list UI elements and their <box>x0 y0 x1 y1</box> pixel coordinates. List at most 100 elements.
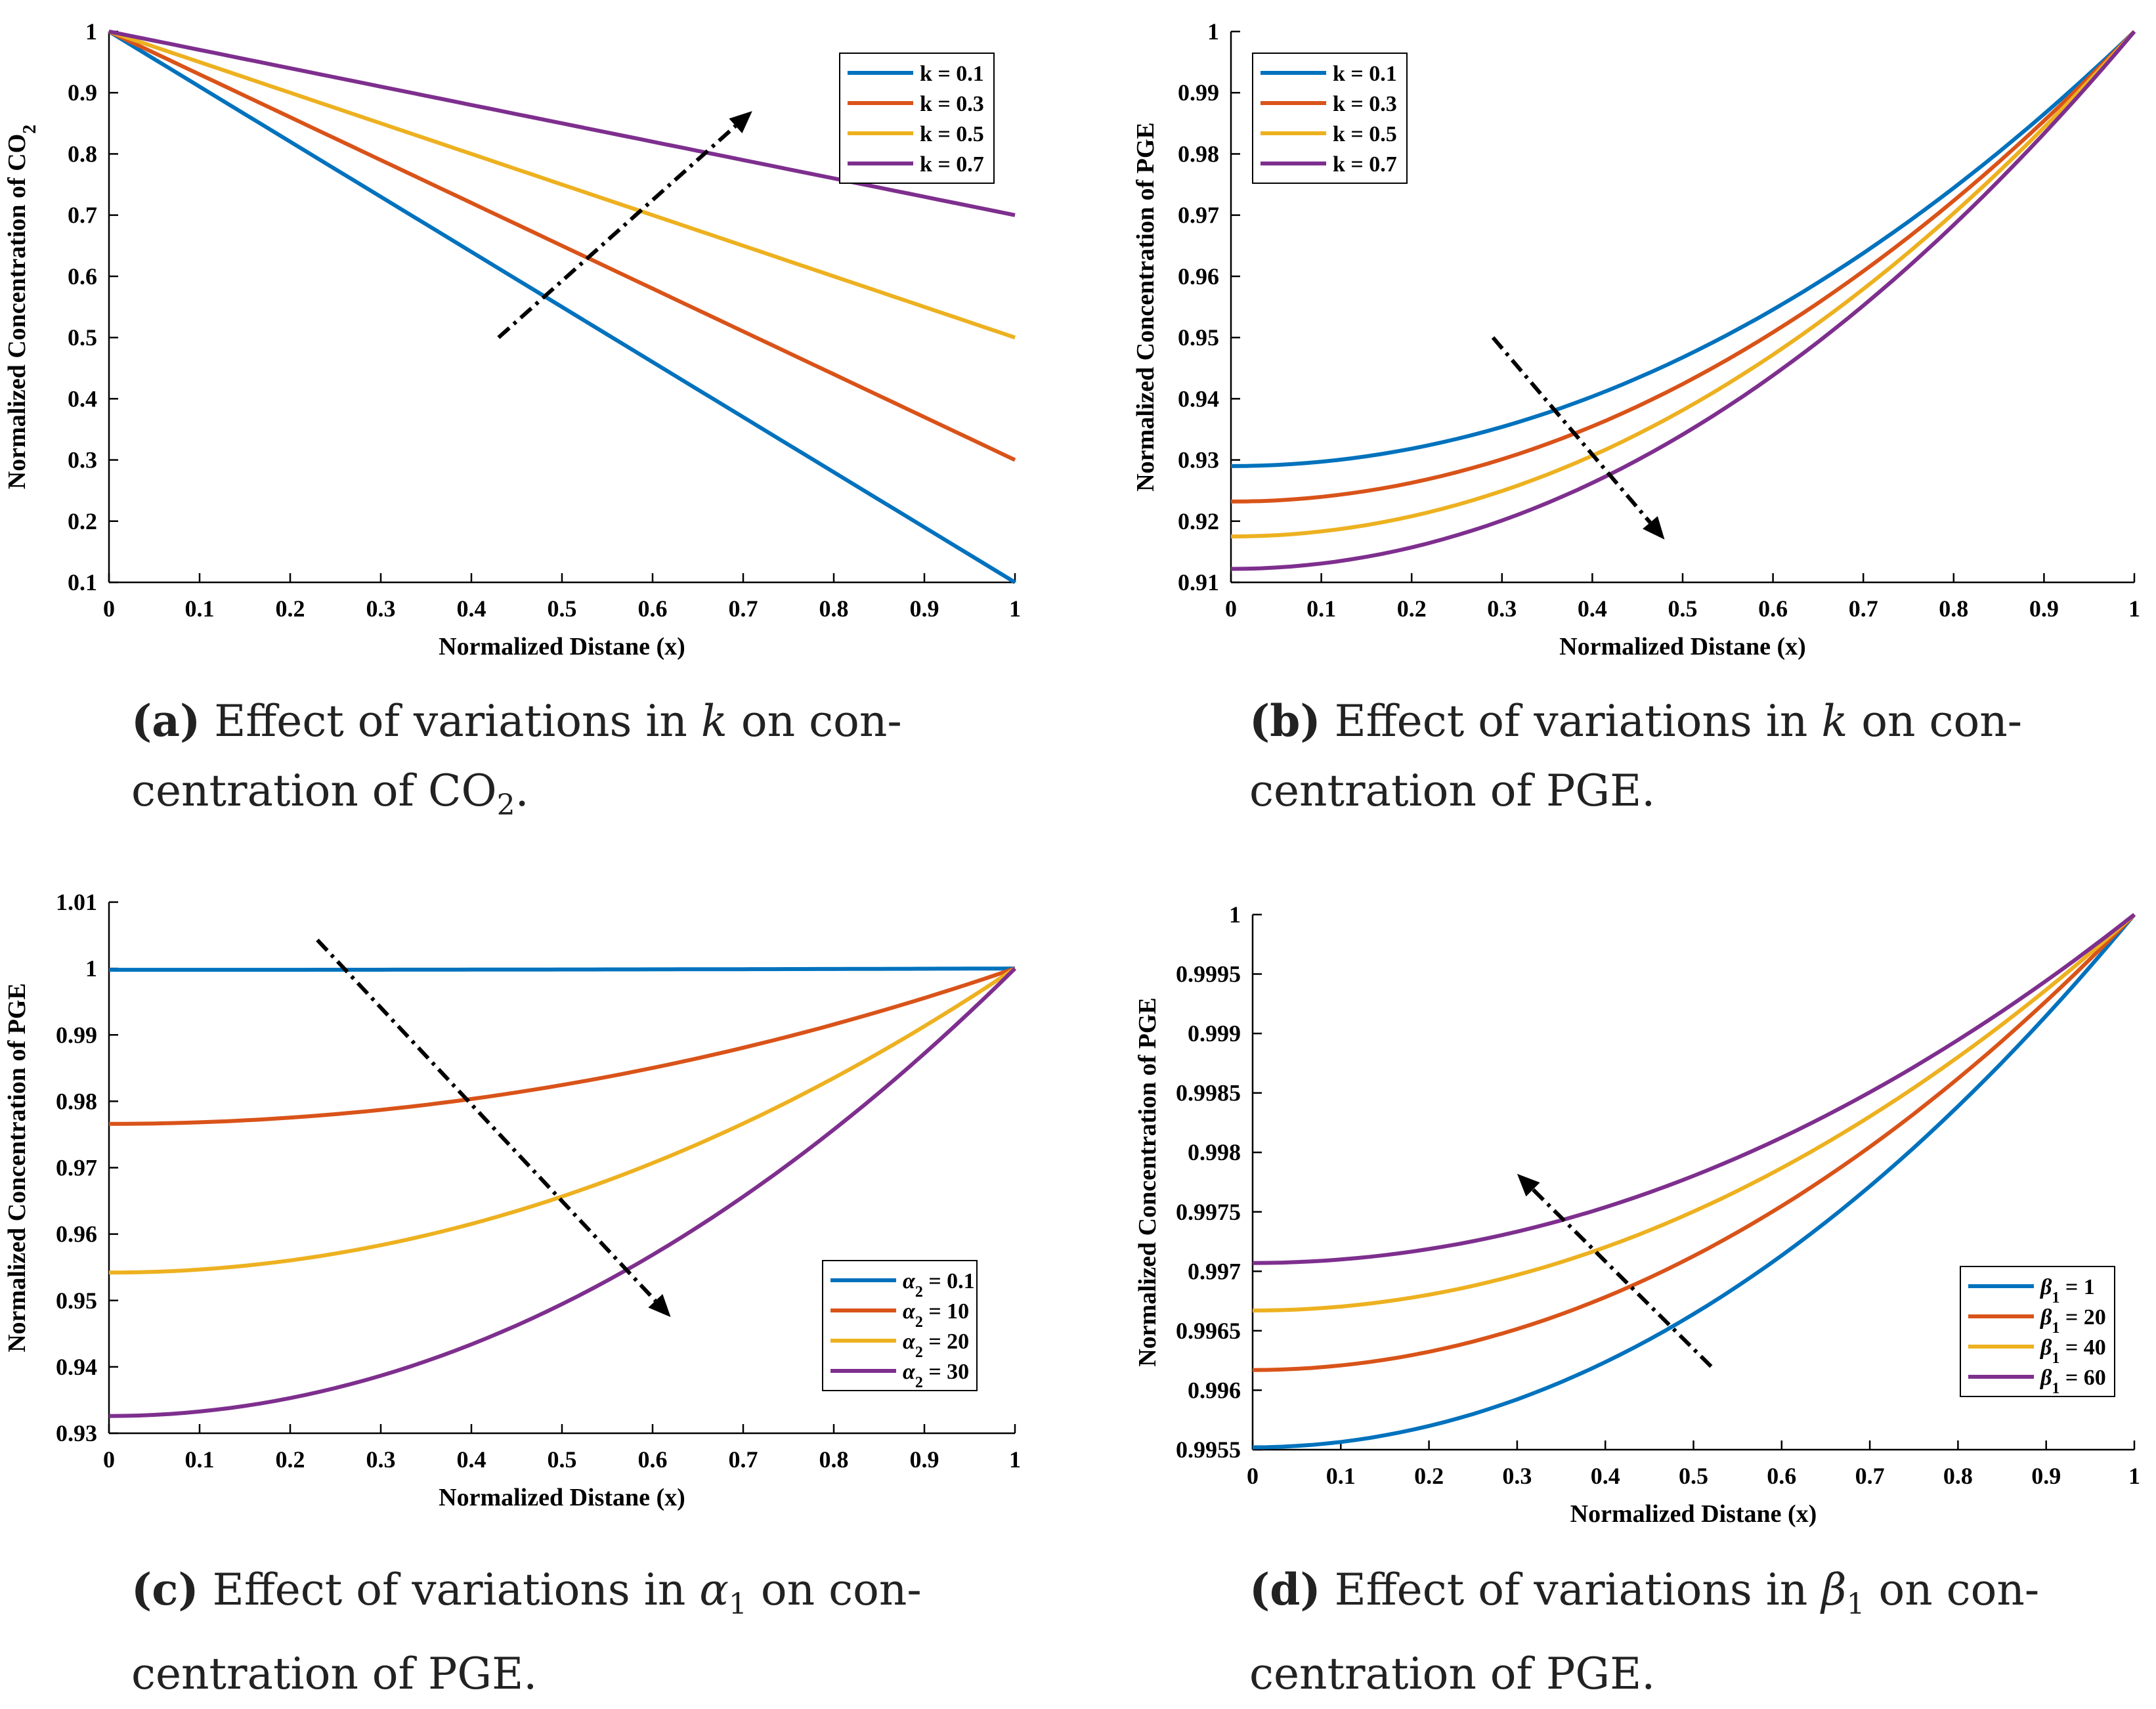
legend-label-2: k = 0.3 <box>1333 92 1397 116</box>
y-tick-label: 1 <box>1207 18 1219 45</box>
y-tick-label: 0.6 <box>68 263 97 290</box>
x-tick-label: 0.7 <box>729 1446 758 1473</box>
caption-line-2: centration of PGE. <box>131 1649 538 1700</box>
legend-label-3: α2 = 20 <box>903 1330 969 1361</box>
series-line-3 <box>108 30 1016 339</box>
trend-arrow-shaft <box>497 124 737 339</box>
caption-line-1: (d) Effect of variations in β1 on con- <box>1249 1564 2040 1622</box>
x-tick-label: 0.1 <box>185 595 215 622</box>
x-tick-label: 1 <box>2128 595 2140 622</box>
y-tick-label: 0.95 <box>56 1287 97 1314</box>
series-line-2 <box>108 30 1016 462</box>
x-tick-label: 0.1 <box>1306 595 1336 622</box>
caption-line-1: (a) Effect of variations in k on con- <box>131 695 902 746</box>
legend-label-3: k = 0.5 <box>920 122 984 146</box>
x-tick-label: 0.3 <box>1502 1463 1532 1489</box>
caption-line-2: centration of PGE. <box>1249 766 1656 816</box>
series-line-3 <box>1252 913 2136 1313</box>
x-tick-label: 0.4 <box>1591 1463 1620 1489</box>
caption-b: (b) Effect of variations in k on con-cen… <box>1249 686 2103 826</box>
y-tick-label: 0.5 <box>68 324 97 351</box>
trend-arrow-shaft <box>1491 336 1652 524</box>
caption-line-1: (b) Effect of variations in k on con- <box>1249 695 2023 746</box>
legend-label-2: k = 0.3 <box>920 92 984 116</box>
legend-label-4: α2 = 30 <box>903 1360 969 1391</box>
y-tick-label: 0.96 <box>1178 263 1219 290</box>
y-tick-label: 0.99 <box>56 1022 97 1048</box>
y-tick-label: 0.7 <box>68 202 97 228</box>
y-tick-label: 0.8 <box>68 141 97 167</box>
trend-arrow-head <box>648 1293 671 1318</box>
chart-panel-d: 0 0.1 0.2 0.3 0.4 0.5 0.6 0.7 0.8 0.9 1 0.9955 0.996… <box>1134 901 2140 1528</box>
series-line-3 <box>108 966 1016 1275</box>
y-tick-label: 0.2 <box>68 508 97 534</box>
x-tick-label: 0.7 <box>1849 595 1878 622</box>
x-tick-label: 0.1 <box>185 1446 215 1473</box>
chart-panel-b: 0 0.1 0.2 0.3 0.4 0.5 0.6 0.7 0.8 0.9 10.910.920.9… <box>1132 18 2140 660</box>
x-tick-label: 0.9 <box>910 595 939 622</box>
y-tick-label: 0.9965 <box>1176 1318 1241 1344</box>
x-tick-label: 0.4 <box>1578 595 1607 622</box>
y-tick-label: 0.94 <box>1178 385 1219 412</box>
x-tick-label: 0.3 <box>366 1446 396 1473</box>
chart-panel-a: 0 0.1 0.2 0.3 0.4 0.5 0.6 0.7 0.8 0.9 10.10.20.30.… <box>3 18 1021 660</box>
legend-label-1: α2 = 0.1 <box>903 1269 975 1301</box>
x-tick-label: 0.8 <box>819 1446 849 1473</box>
y-tick-label: 1 <box>85 18 97 45</box>
x-tick-label: 1 <box>2128 1463 2140 1489</box>
x-tick-label: 0.6 <box>1767 1463 1796 1489</box>
series-line-2 <box>108 966 1016 1126</box>
y-tick-label: 0.996 <box>1188 1377 1241 1403</box>
y-tick-label: 0.94 <box>56 1354 97 1380</box>
legend-label-2: β1 = 20 <box>2039 1305 2106 1337</box>
y-tick-label: 0.4 <box>68 385 97 412</box>
legend-label-1: k = 0.1 <box>920 62 984 86</box>
y-axis-label: Normalized Concentration of PGE <box>3 983 31 1352</box>
y-axis-label: Normalized Concentration of PGE <box>1134 997 1161 1367</box>
x-tick-label: 0.2 <box>276 595 305 622</box>
x-tick-label: 0.5 <box>548 1446 577 1473</box>
x-tick-label: 0.1 <box>1326 1463 1356 1489</box>
x-tick-label: 0.3 <box>1487 595 1517 622</box>
x-tick-label: 0.4 <box>457 1446 486 1473</box>
x-tick-label: 0.5 <box>1679 1463 1708 1489</box>
x-tick-label: 1 <box>1009 595 1021 622</box>
x-axis-label: Normalized Distane (x) <box>1559 633 1806 660</box>
y-tick-label: 0.998 <box>1188 1139 1241 1165</box>
series-line-1 <box>1230 30 2136 468</box>
x-tick-label: 1 <box>1009 1446 1021 1473</box>
y-tick-label: 0.95 <box>1178 324 1219 351</box>
series-line-4 <box>108 30 1016 217</box>
y-tick-label: 0.9975 <box>1176 1199 1241 1225</box>
y-axis-label: Normalized Concentration of PGE <box>1132 122 1159 492</box>
legend-label-3: k = 0.5 <box>1333 122 1397 146</box>
x-tick-label: 0.7 <box>1855 1463 1885 1489</box>
x-tick-label: 0.6 <box>1758 595 1788 622</box>
y-tick-label: 0.99 <box>1178 79 1219 106</box>
series-line-1 <box>108 30 1016 584</box>
y-tick-label: 0.92 <box>1178 508 1219 534</box>
series-line-2 <box>1252 913 2136 1372</box>
y-tick-label: 1 <box>85 955 97 982</box>
y-tick-label: 0.9 <box>68 79 97 106</box>
y-tick-label: 1 <box>1229 901 1241 928</box>
x-tick-label: 0 <box>103 595 115 622</box>
caption-line-2: centration of PGE. <box>1249 1649 1656 1700</box>
caption-line-1: (c) Effect of variations in α1 on con- <box>131 1564 922 1622</box>
trend-arrow-shaft <box>316 938 657 1303</box>
x-tick-label: 0.5 <box>1668 595 1698 622</box>
caption-d: (d) Effect of variations in β1 on con-ce… <box>1249 1555 2103 1709</box>
x-axis-label: Normalized Distane (x) <box>1570 1500 1817 1528</box>
x-tick-label: 0.8 <box>819 595 849 622</box>
series-line-2 <box>1230 30 2136 504</box>
trend-arrow-shaft <box>1531 1188 1713 1368</box>
x-tick-label: 0.4 <box>457 595 486 622</box>
series-line-1 <box>1252 913 2136 1450</box>
caption-c: (c) Effect of variations in α1 on con-ce… <box>131 1555 985 1709</box>
y-tick-label: 0.97 <box>1178 202 1219 228</box>
legend-label-1: k = 0.1 <box>1333 62 1397 86</box>
legend-label-1: β1 = 1 <box>2039 1275 2095 1307</box>
legend-label-3: β1 = 40 <box>2039 1335 2106 1367</box>
y-tick-label: 0.98 <box>1178 141 1219 167</box>
